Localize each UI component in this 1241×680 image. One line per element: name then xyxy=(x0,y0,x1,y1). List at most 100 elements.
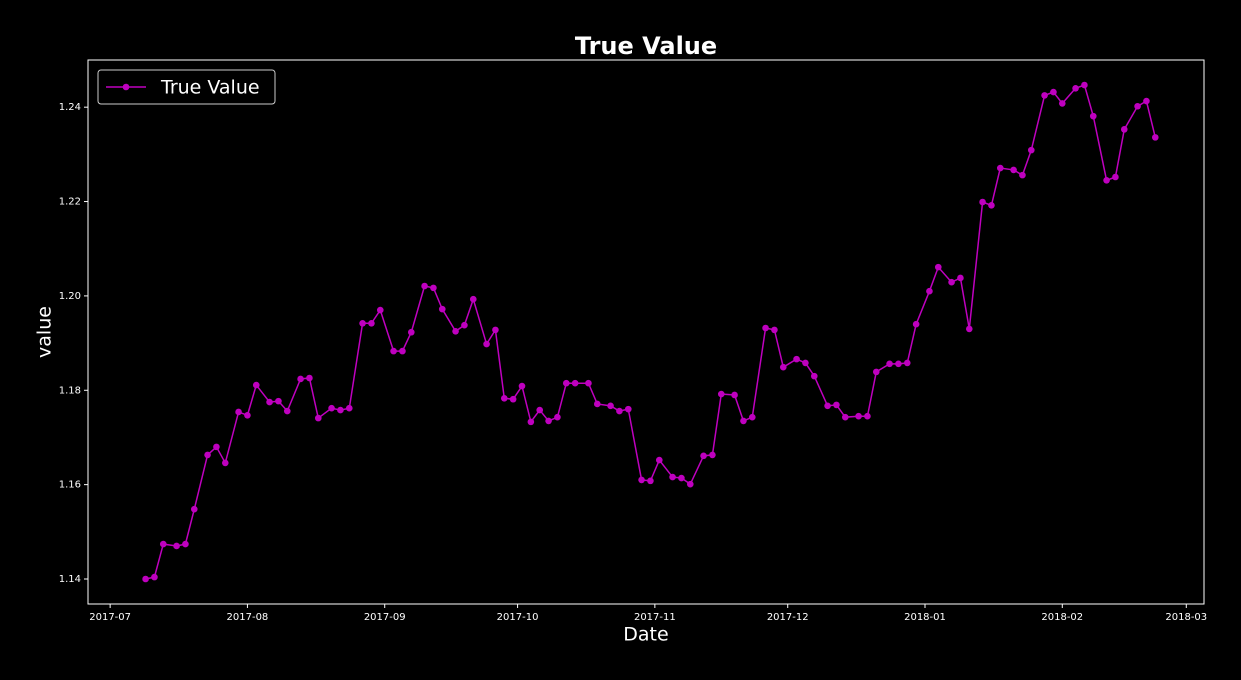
point xyxy=(492,326,499,334)
point xyxy=(1041,92,1048,99)
point xyxy=(957,274,964,282)
point xyxy=(314,414,322,422)
point xyxy=(368,319,375,327)
point xyxy=(518,382,526,390)
y-tick-label: 1.20 xyxy=(59,291,81,302)
point xyxy=(802,359,809,367)
point xyxy=(536,406,544,414)
point xyxy=(221,459,229,467)
point xyxy=(647,477,654,485)
point xyxy=(571,379,579,387)
point xyxy=(345,404,353,412)
x-tick-label: 2017-07 xyxy=(89,612,131,623)
point xyxy=(833,401,840,409)
point xyxy=(182,540,189,548)
point xyxy=(328,404,335,412)
point xyxy=(1058,100,1066,107)
point xyxy=(213,443,220,451)
y-tick-label: 1.14 xyxy=(59,574,81,585)
point xyxy=(509,395,517,403)
point xyxy=(337,406,344,414)
legend-label: True Value xyxy=(160,77,260,99)
point xyxy=(159,540,167,548)
chart-title: True Value xyxy=(575,32,717,60)
point xyxy=(810,372,818,380)
point xyxy=(824,402,831,410)
point xyxy=(855,412,862,420)
point xyxy=(142,575,149,583)
point xyxy=(545,417,552,425)
point xyxy=(1151,134,1159,141)
point xyxy=(430,284,437,292)
point xyxy=(965,325,973,333)
point xyxy=(948,278,955,286)
point xyxy=(872,368,880,376)
point xyxy=(700,452,707,460)
point xyxy=(527,418,535,426)
point xyxy=(771,326,778,334)
point xyxy=(1103,177,1110,184)
x-tick-label: 2018-03 xyxy=(1165,612,1207,623)
point xyxy=(864,412,871,420)
point xyxy=(793,355,800,363)
point xyxy=(500,394,508,402)
point xyxy=(283,407,291,415)
point xyxy=(655,456,663,464)
point xyxy=(638,476,645,484)
y-axis-label: value xyxy=(34,306,56,358)
point xyxy=(399,347,406,355)
point xyxy=(1143,97,1150,105)
point xyxy=(841,413,849,421)
point xyxy=(190,505,198,513)
point xyxy=(1120,126,1128,133)
y-tick-label: 1.22 xyxy=(59,197,81,208)
point xyxy=(1134,102,1141,110)
point xyxy=(1081,81,1088,89)
point xyxy=(266,398,273,406)
point xyxy=(996,164,1004,172)
point xyxy=(173,542,180,550)
point xyxy=(1027,146,1035,154)
x-tick-label: 2017-11 xyxy=(634,612,676,623)
point xyxy=(244,411,251,419)
point xyxy=(469,295,477,303)
point xyxy=(709,451,716,459)
x-tick-label: 2018-02 xyxy=(1041,612,1083,623)
point xyxy=(204,451,211,459)
plot-frame xyxy=(87,59,1205,605)
point xyxy=(593,400,601,408)
point xyxy=(252,381,260,389)
point xyxy=(926,287,933,295)
point xyxy=(762,324,769,332)
point xyxy=(452,327,459,335)
point xyxy=(912,320,920,328)
point xyxy=(461,321,468,329)
point xyxy=(438,305,446,313)
point xyxy=(886,360,893,368)
point xyxy=(678,474,685,482)
y-tick-label: 1.18 xyxy=(59,385,81,396)
point xyxy=(235,408,242,416)
point xyxy=(1050,88,1057,96)
point xyxy=(686,480,694,488)
point xyxy=(1112,173,1119,181)
point xyxy=(779,363,787,371)
point xyxy=(306,374,313,382)
point xyxy=(275,397,282,405)
point xyxy=(585,379,592,387)
point xyxy=(731,391,738,399)
x-tick-label: 2017-12 xyxy=(767,612,809,623)
point xyxy=(1019,171,1026,179)
legend-marker xyxy=(122,83,130,91)
point xyxy=(1089,112,1097,120)
y-tick-label: 1.24 xyxy=(59,102,81,113)
line xyxy=(145,84,1157,580)
point xyxy=(1072,85,1079,92)
point xyxy=(562,379,570,387)
point xyxy=(934,263,942,271)
point xyxy=(988,202,995,209)
point xyxy=(421,282,428,290)
point xyxy=(151,573,158,581)
